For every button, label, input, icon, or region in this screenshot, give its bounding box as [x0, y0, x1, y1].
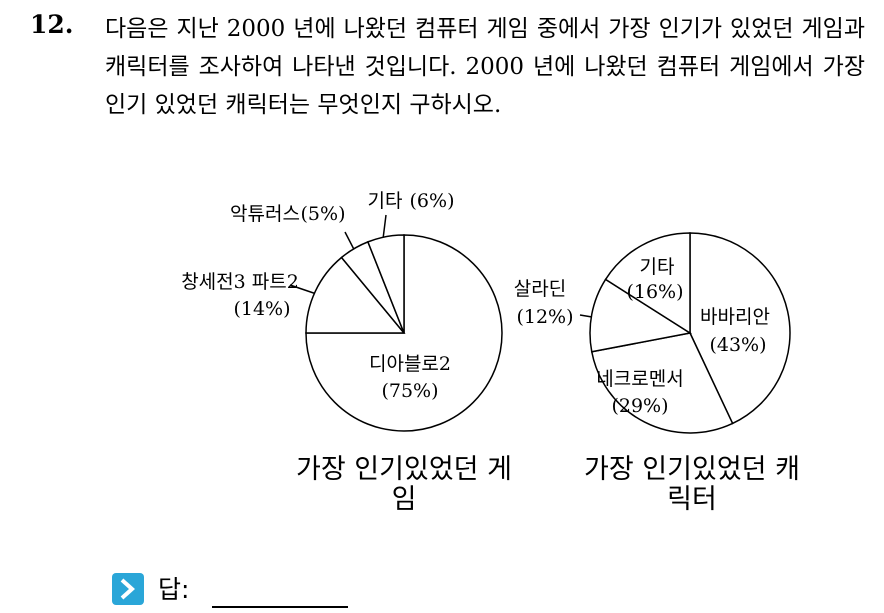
- slice-value-label: (6%): [410, 190, 455, 212]
- answer-label: 답:: [158, 575, 190, 604]
- answer-icon-arrow: [120, 578, 135, 600]
- slice-value-label: (12%): [516, 306, 573, 328]
- pie-slice: [305, 256, 406, 334]
- slice-value-label: (5%): [301, 203, 346, 225]
- chart-title: 가장 인기있었던 캐릭터: [584, 454, 800, 515]
- pie-slice: [604, 232, 691, 335]
- answer-icon: [112, 573, 144, 605]
- pie-slice: [366, 234, 405, 334]
- slice-label: 기타: [368, 190, 403, 212]
- slice-value-label: (43%): [709, 334, 766, 356]
- chart-title: 가장 인기있었던 게임: [296, 454, 512, 515]
- pie-slice: [305, 234, 503, 432]
- question-number: 12.: [30, 10, 74, 39]
- slice-label: 창세전3 파트2: [181, 271, 299, 293]
- slice-label: 디아블로2: [369, 353, 451, 375]
- pie-slice: [589, 278, 693, 353]
- slice-label: 네크로멘서: [596, 368, 683, 390]
- slice-label: 살라딘: [514, 278, 566, 300]
- slice-label: 악튜러스: [230, 203, 300, 225]
- slice-value-label: (14%): [233, 298, 290, 320]
- slice-value-label: (16%): [626, 281, 683, 303]
- slice-value-label: (75%): [381, 380, 438, 402]
- slice-label: 기타: [640, 256, 675, 278]
- pie-slice: [689, 232, 791, 425]
- question-text: 다음은 지난 2000 년에 나왔던 컴퓨터 게임 중에서 가장 인기가 있었던…: [105, 16, 865, 118]
- pie-slice: [590, 332, 734, 434]
- slice-value-label: (29%): [611, 395, 668, 417]
- slice-label: 바바리안: [700, 306, 770, 328]
